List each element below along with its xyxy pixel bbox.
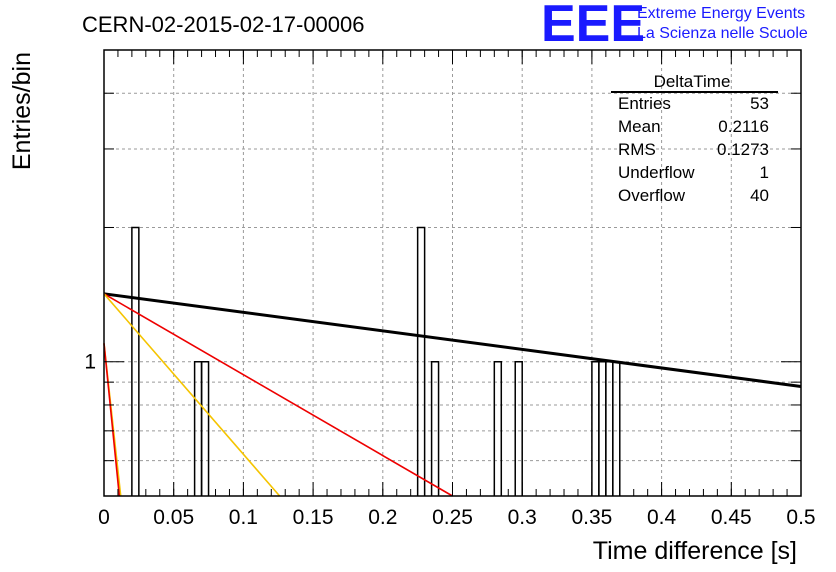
stats-value: 0.1273 — [717, 140, 769, 159]
x-tick-labels: 0 0.05 0.1 0.15 0.2 0.25 0.3 0.35 0.4 0.45 0.5 — [98, 506, 815, 529]
stats-box-title: DeltaTime — [654, 72, 731, 91]
histogram-bin — [430, 360, 440, 496]
stats-label: RMS — [618, 140, 656, 159]
y-axis-label: Entries/bin — [8, 52, 36, 170]
fit-curves — [103, 292, 802, 497]
x-tick-label: 0 — [98, 506, 110, 529]
x-tick-label: 0.35 — [571, 506, 612, 529]
logo-line1: Extreme Energy Events — [637, 5, 805, 22]
stats-label: Mean — [618, 117, 661, 136]
stats-value: 40 — [750, 186, 769, 205]
x-tick-label: 0.3 — [508, 506, 537, 529]
x-tick-label: 0.15 — [293, 506, 334, 529]
x-tick-label: 0.4 — [647, 506, 677, 529]
fit-curve — [103, 292, 802, 388]
x-axis-label: Time difference [s] — [593, 537, 797, 565]
stats-label: Entries — [618, 94, 671, 113]
stats-label: Underflow — [618, 163, 695, 182]
fit-curve — [103, 293, 281, 497]
x-tick-label: 0.25 — [432, 506, 473, 529]
fit-curve — [103, 293, 453, 497]
y-tick-label: 1 — [84, 351, 96, 374]
y-tick-labels: 1 — [84, 351, 96, 374]
histogram-bin — [416, 226, 426, 496]
x-tick-label: 0.05 — [153, 506, 194, 529]
stats-value: 53 — [750, 94, 769, 113]
histogram-bin — [131, 226, 140, 496]
stats-label: Overflow — [618, 186, 686, 205]
histogram-bin — [514, 360, 523, 496]
logo-text: EEE — [541, 0, 645, 53]
x-tick-label: 0.45 — [711, 506, 752, 529]
axis-ticks — [103, 50, 802, 496]
histogram-bin — [200, 360, 210, 496]
x-tick-label: 0.5 — [786, 506, 815, 529]
stats-value: 1 — [760, 163, 769, 182]
chart-title: CERN-02-2015-02-17-00006 — [82, 12, 365, 37]
grid — [104, 50, 801, 496]
stats-box: DeltaTime Entries 53 Mean 0.2116 RMS 0.1273 Un… — [611, 72, 778, 205]
logo-line2: La Scienza nelle Scuole — [637, 25, 808, 42]
eee-logo: EEE Extreme Energy Events La Scienza nel… — [541, 0, 808, 53]
fit-curve — [103, 343, 121, 497]
x-tick-label: 0.2 — [368, 506, 397, 529]
stats-value: 0.2116 — [718, 117, 769, 136]
histogram-bin — [493, 360, 503, 496]
x-tick-label: 0.1 — [229, 506, 258, 529]
stats-rows: Entries 53 Mean 0.2116 RMS 0.1273 Underflow 1 Ov… — [618, 94, 769, 205]
